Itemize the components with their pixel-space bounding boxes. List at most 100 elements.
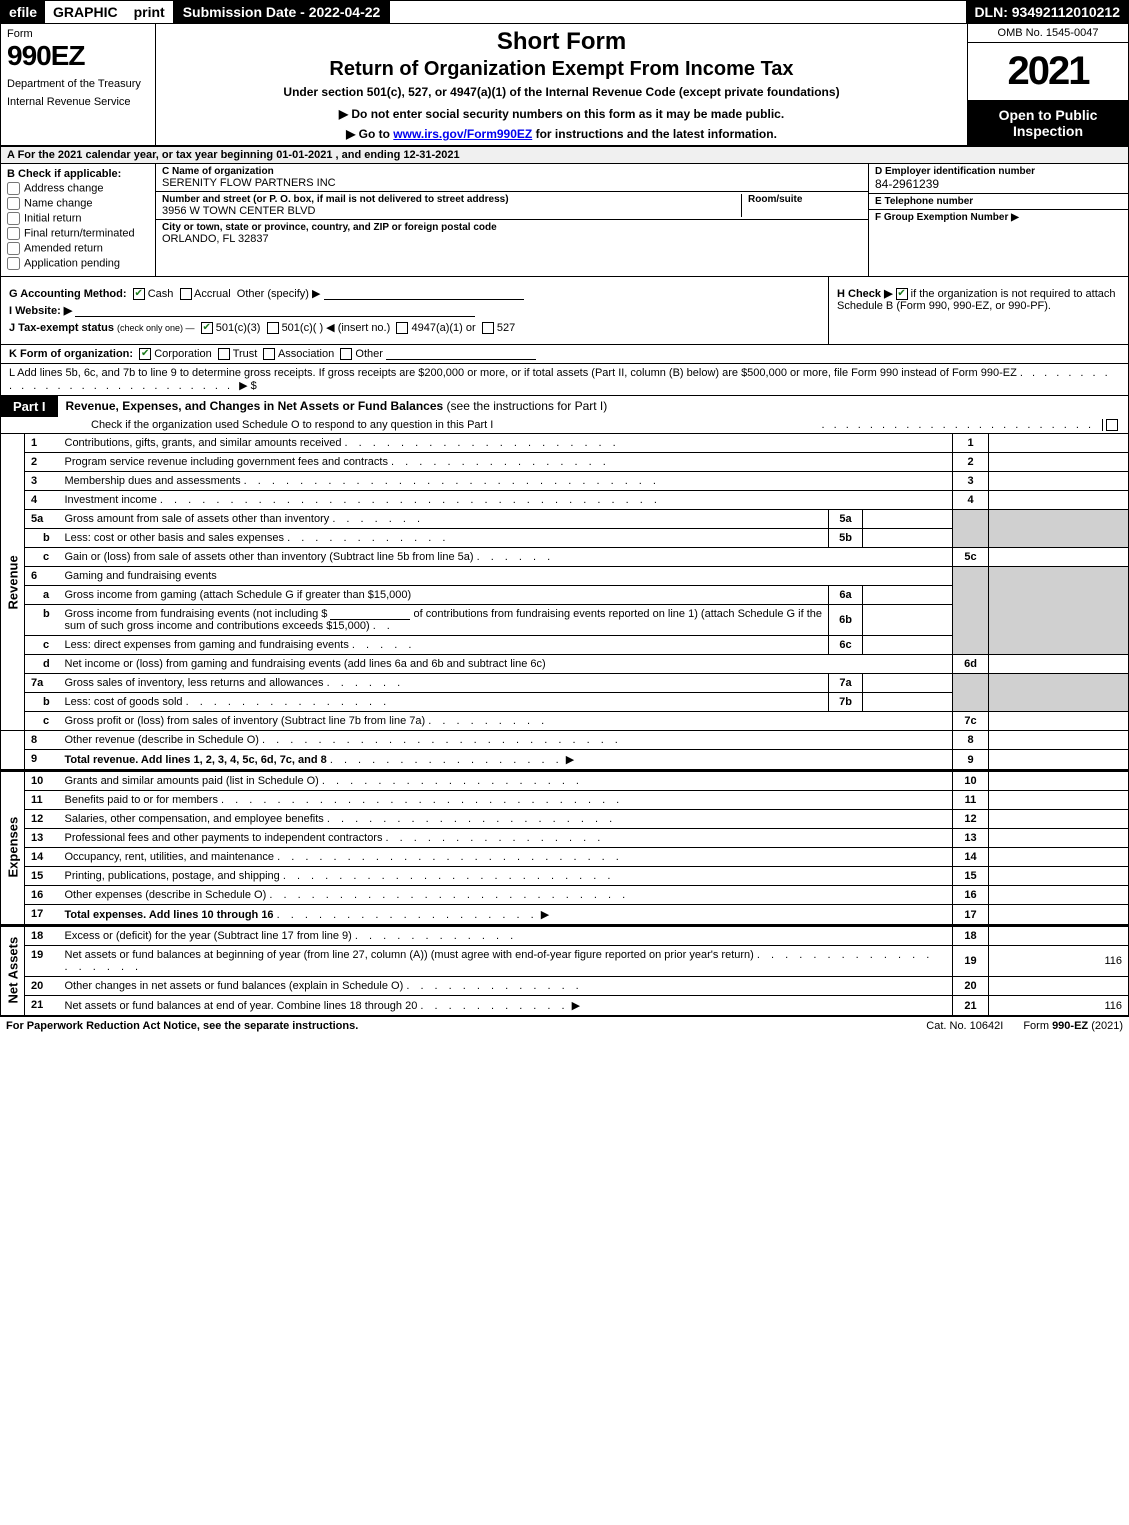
cb-address-change[interactable]: Address change: [7, 182, 149, 195]
l14-dots: . . . . . . . . . . . . . . . . . . . . …: [277, 851, 623, 863]
l20-rv: [989, 977, 1129, 996]
l3-rn: 3: [953, 472, 989, 491]
col-c: C Name of organization SERENITY FLOW PAR…: [156, 164, 868, 276]
l19-rn: 19: [953, 946, 989, 977]
side-netassets: Net Assets: [1, 926, 25, 1016]
ghij-right: H Check ▶ if the organization is not req…: [828, 277, 1128, 344]
j-501c3-cb[interactable]: [201, 322, 213, 334]
cb-application-pending[interactable]: Application pending: [7, 257, 149, 270]
header-right: OMB No. 1545-0047 2021 Open to Public In…: [968, 24, 1128, 145]
l1-num: 1: [25, 434, 59, 453]
l1-text: Contributions, gifts, grants, and simila…: [65, 437, 342, 449]
l11-text: Benefits paid to or for members: [65, 794, 218, 806]
cb-application-pending-lbl: Application pending: [24, 257, 120, 269]
cb-amended-return-input[interactable]: [7, 242, 20, 255]
l1-dots: . . . . . . . . . . . . . . . . . . . .: [345, 437, 620, 449]
l5a-text: Gross amount from sale of assets other t…: [65, 513, 330, 525]
d-ein-val: 84-2961239: [875, 177, 1122, 191]
l19-text: Net assets or fund balances at beginning…: [65, 949, 754, 961]
l12-desc: Salaries, other compensation, and employ…: [59, 810, 953, 829]
part1-cb[interactable]: [1106, 419, 1118, 431]
side-expenses: Expenses: [1, 771, 25, 925]
header-center: Short Form Return of Organization Exempt…: [156, 24, 968, 145]
goto-pre: ▶ Go to: [346, 127, 393, 141]
l9-rv: [989, 750, 1129, 770]
c-room: Room/suite: [742, 194, 862, 217]
c-street: Number and street (or P. O. box, if mail…: [162, 194, 742, 217]
l4-rn: 4: [953, 491, 989, 510]
l14-rn: 14: [953, 848, 989, 867]
g-other-blank[interactable]: [324, 288, 524, 300]
l7c-desc: Gross profit or (loss) from sales of inv…: [59, 712, 953, 731]
b-header: B Check if applicable:: [7, 168, 149, 180]
cb-amended-return[interactable]: Amended return: [7, 242, 149, 255]
l7a-num: 7a: [25, 674, 59, 693]
l10-rv: [989, 771, 1129, 791]
k-lbl: K Form of organization:: [9, 348, 133, 360]
part1-subrow-cb[interactable]: [1102, 419, 1120, 431]
cb-final-return-input[interactable]: [7, 227, 20, 240]
cb-final-return[interactable]: Final return/terminated: [7, 227, 149, 240]
part1-subrow-dots: . . . . . . . . . . . . . . . . . . . . …: [493, 419, 1102, 431]
l15-dots: . . . . . . . . . . . . . . . . . . . . …: [283, 870, 615, 882]
l11-dots: . . . . . . . . . . . . . . . . . . . . …: [221, 794, 623, 806]
subdate-val: 2022-04-22: [309, 4, 381, 20]
l2-num: 2: [25, 453, 59, 472]
l6a-mv: [863, 586, 953, 605]
l6-desc: Gaming and fundraising events: [59, 567, 953, 586]
l6a-desc: Gross income from gaming (attach Schedul…: [59, 586, 829, 605]
l6-shade1: [953, 567, 989, 655]
l17-arrow-icon: [541, 909, 549, 921]
l10-dots: . . . . . . . . . . . . . . . . . . .: [322, 775, 583, 787]
cb-application-pending-input[interactable]: [7, 257, 20, 270]
l7b-dots: . . . . . . . . . . . . . . .: [186, 696, 391, 708]
j-501c-cb[interactable]: [267, 322, 279, 334]
k-assoc-cb[interactable]: [263, 348, 275, 360]
l6-shade2: [989, 567, 1129, 655]
j-4947-cb[interactable]: [396, 322, 408, 334]
j-527-cb[interactable]: [482, 322, 494, 334]
g-accrual-cb[interactable]: [180, 288, 192, 300]
j-501c: 501(c)( ) ◀ (insert no.): [282, 322, 391, 334]
c-city-lbl: City or town, state or province, country…: [162, 222, 862, 233]
part1-title-bold: Revenue, Expenses, and Changes in Net As…: [66, 399, 444, 413]
row-k: K Form of organization: Corporation Trus…: [0, 345, 1129, 364]
expenses-table: Expenses 10 Grants and similar amounts p…: [0, 770, 1129, 925]
l13-desc: Professional fees and other payments to …: [59, 829, 953, 848]
l14-rv: [989, 848, 1129, 867]
l6b-blank[interactable]: [330, 608, 410, 620]
top-bar: efile GRAPHIC print Submission Date - 20…: [0, 0, 1129, 24]
print-button[interactable]: print: [126, 1, 173, 23]
cb-initial-return[interactable]: Initial return: [7, 212, 149, 225]
c-name-val: SERENITY FLOW PARTNERS INC: [162, 177, 862, 189]
h-cb[interactable]: [896, 288, 908, 300]
irs-link[interactable]: www.irs.gov/Form990EZ: [393, 127, 532, 141]
cb-final-return-lbl: Final return/terminated: [24, 227, 135, 239]
ghij-left: G Accounting Method: Cash Accrual Other …: [1, 277, 828, 344]
g-other: Other (specify) ▶: [237, 288, 321, 300]
i-blank[interactable]: [75, 305, 475, 317]
row-a-tax-year: A For the 2021 calendar year, or tax yea…: [0, 147, 1129, 164]
cb-name-change-input[interactable]: [7, 197, 20, 210]
cb-initial-return-input[interactable]: [7, 212, 20, 225]
l19-num: 19: [25, 946, 59, 977]
cb-address-change-input[interactable]: [7, 182, 20, 195]
g-cash-cb[interactable]: [133, 288, 145, 300]
cb-name-change[interactable]: Name change: [7, 197, 149, 210]
subdate-lbl: Submission Date -: [183, 4, 309, 20]
form-word: Form: [7, 28, 149, 40]
l4-num: 4: [25, 491, 59, 510]
j-4947: 4947(a)(1) or: [411, 322, 475, 334]
c-city-val: ORLANDO, FL 32837: [162, 233, 862, 245]
k-corp-cb[interactable]: [139, 348, 151, 360]
section-ghij: G Accounting Method: Cash Accrual Other …: [0, 277, 1129, 345]
k-trust-cb[interactable]: [218, 348, 230, 360]
page-footer: For Paperwork Reduction Act Notice, see …: [0, 1016, 1129, 1035]
k-other-blank[interactable]: [386, 348, 536, 360]
l12-dots: . . . . . . . . . . . . . . . . . . . . …: [327, 813, 616, 825]
l11-num: 11: [25, 791, 59, 810]
dln: DLN: 93492112010212: [966, 1, 1128, 23]
k-other-cb[interactable]: [340, 348, 352, 360]
l6a-num: a: [25, 586, 59, 605]
l11-desc: Benefits paid to or for members . . . . …: [59, 791, 953, 810]
